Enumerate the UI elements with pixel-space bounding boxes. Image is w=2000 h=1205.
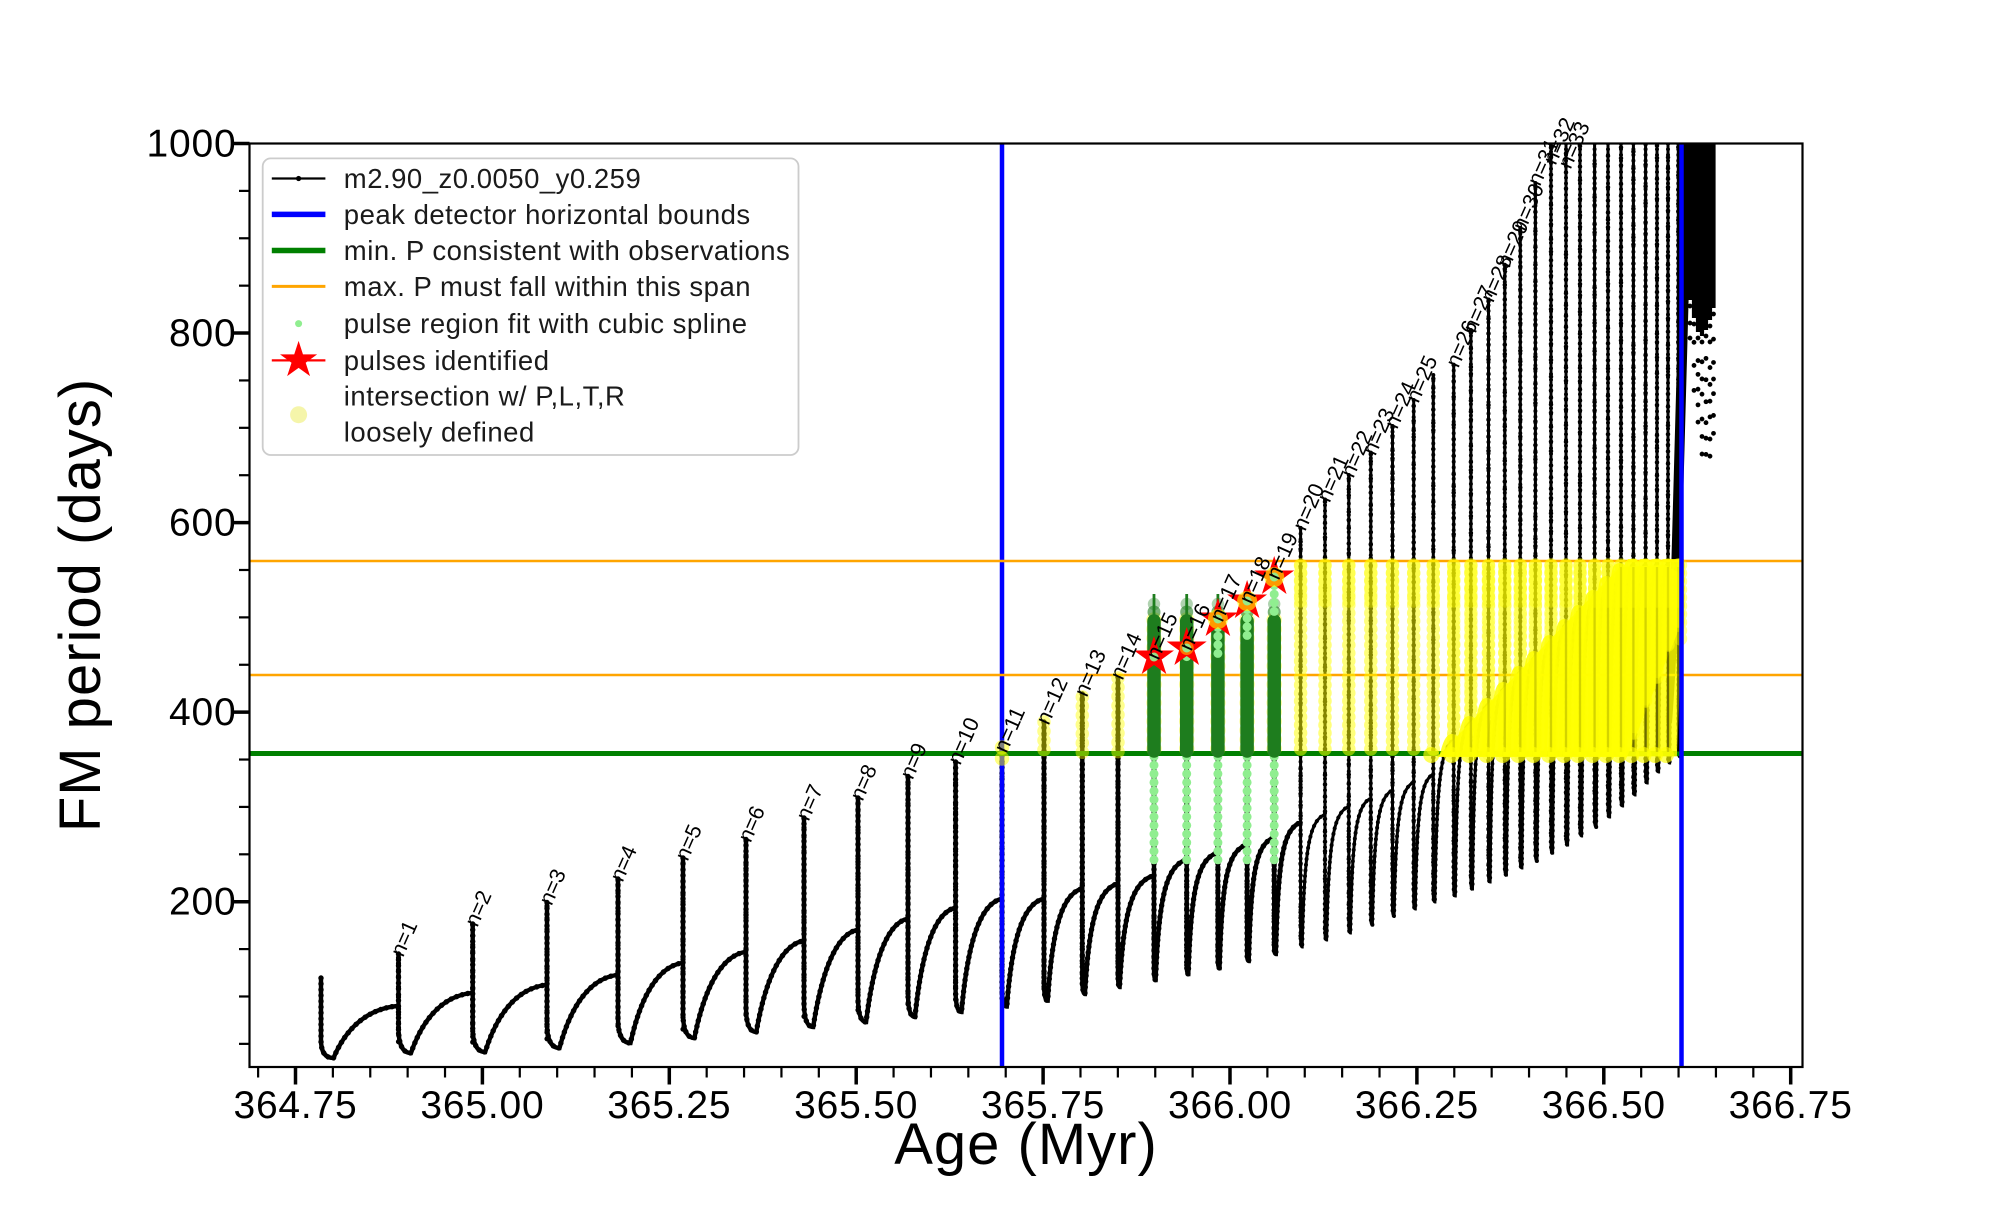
svg-text:366.00: 366.00 [1168,1084,1292,1127]
svg-text:200: 200 [169,881,236,924]
svg-text:1000: 1000 [147,123,237,166]
svg-text:366.50: 366.50 [1542,1084,1666,1127]
svg-text:365.50: 365.50 [794,1084,918,1127]
svg-text:min. P consistent with observa: min. P consistent with observations [344,235,791,266]
svg-text:max. P must fall within this s: max. P must fall within this span [344,271,751,302]
svg-text:peak detector horizontal bound: peak detector horizontal bounds [344,199,751,230]
svg-text:FM period (days): FM period (days) [48,378,113,832]
svg-text:pulses identified: pulses identified [344,345,550,376]
svg-text:365.00: 365.00 [420,1084,544,1127]
svg-text:400: 400 [169,691,236,734]
svg-text:600: 600 [169,502,236,545]
svg-text:pulse region fit with cubic sp: pulse region fit with cubic spline [344,308,748,339]
svg-text:800: 800 [169,312,236,355]
svg-text:366.25: 366.25 [1355,1084,1479,1127]
svg-text:m2.90_z0.0050_y0.259: m2.90_z0.0050_y0.259 [344,163,641,194]
svg-text:Age (Myr): Age (Myr) [894,1112,1158,1177]
svg-text:364.75: 364.75 [233,1084,357,1127]
svg-text:366.75: 366.75 [1729,1084,1853,1127]
svg-text:365.25: 365.25 [607,1084,731,1127]
svg-text:loosely defined: loosely defined [344,417,535,448]
svg-text:365.75: 365.75 [981,1084,1105,1127]
svg-text:intersection w/ P,L,T,R: intersection w/ P,L,T,R [344,381,626,412]
